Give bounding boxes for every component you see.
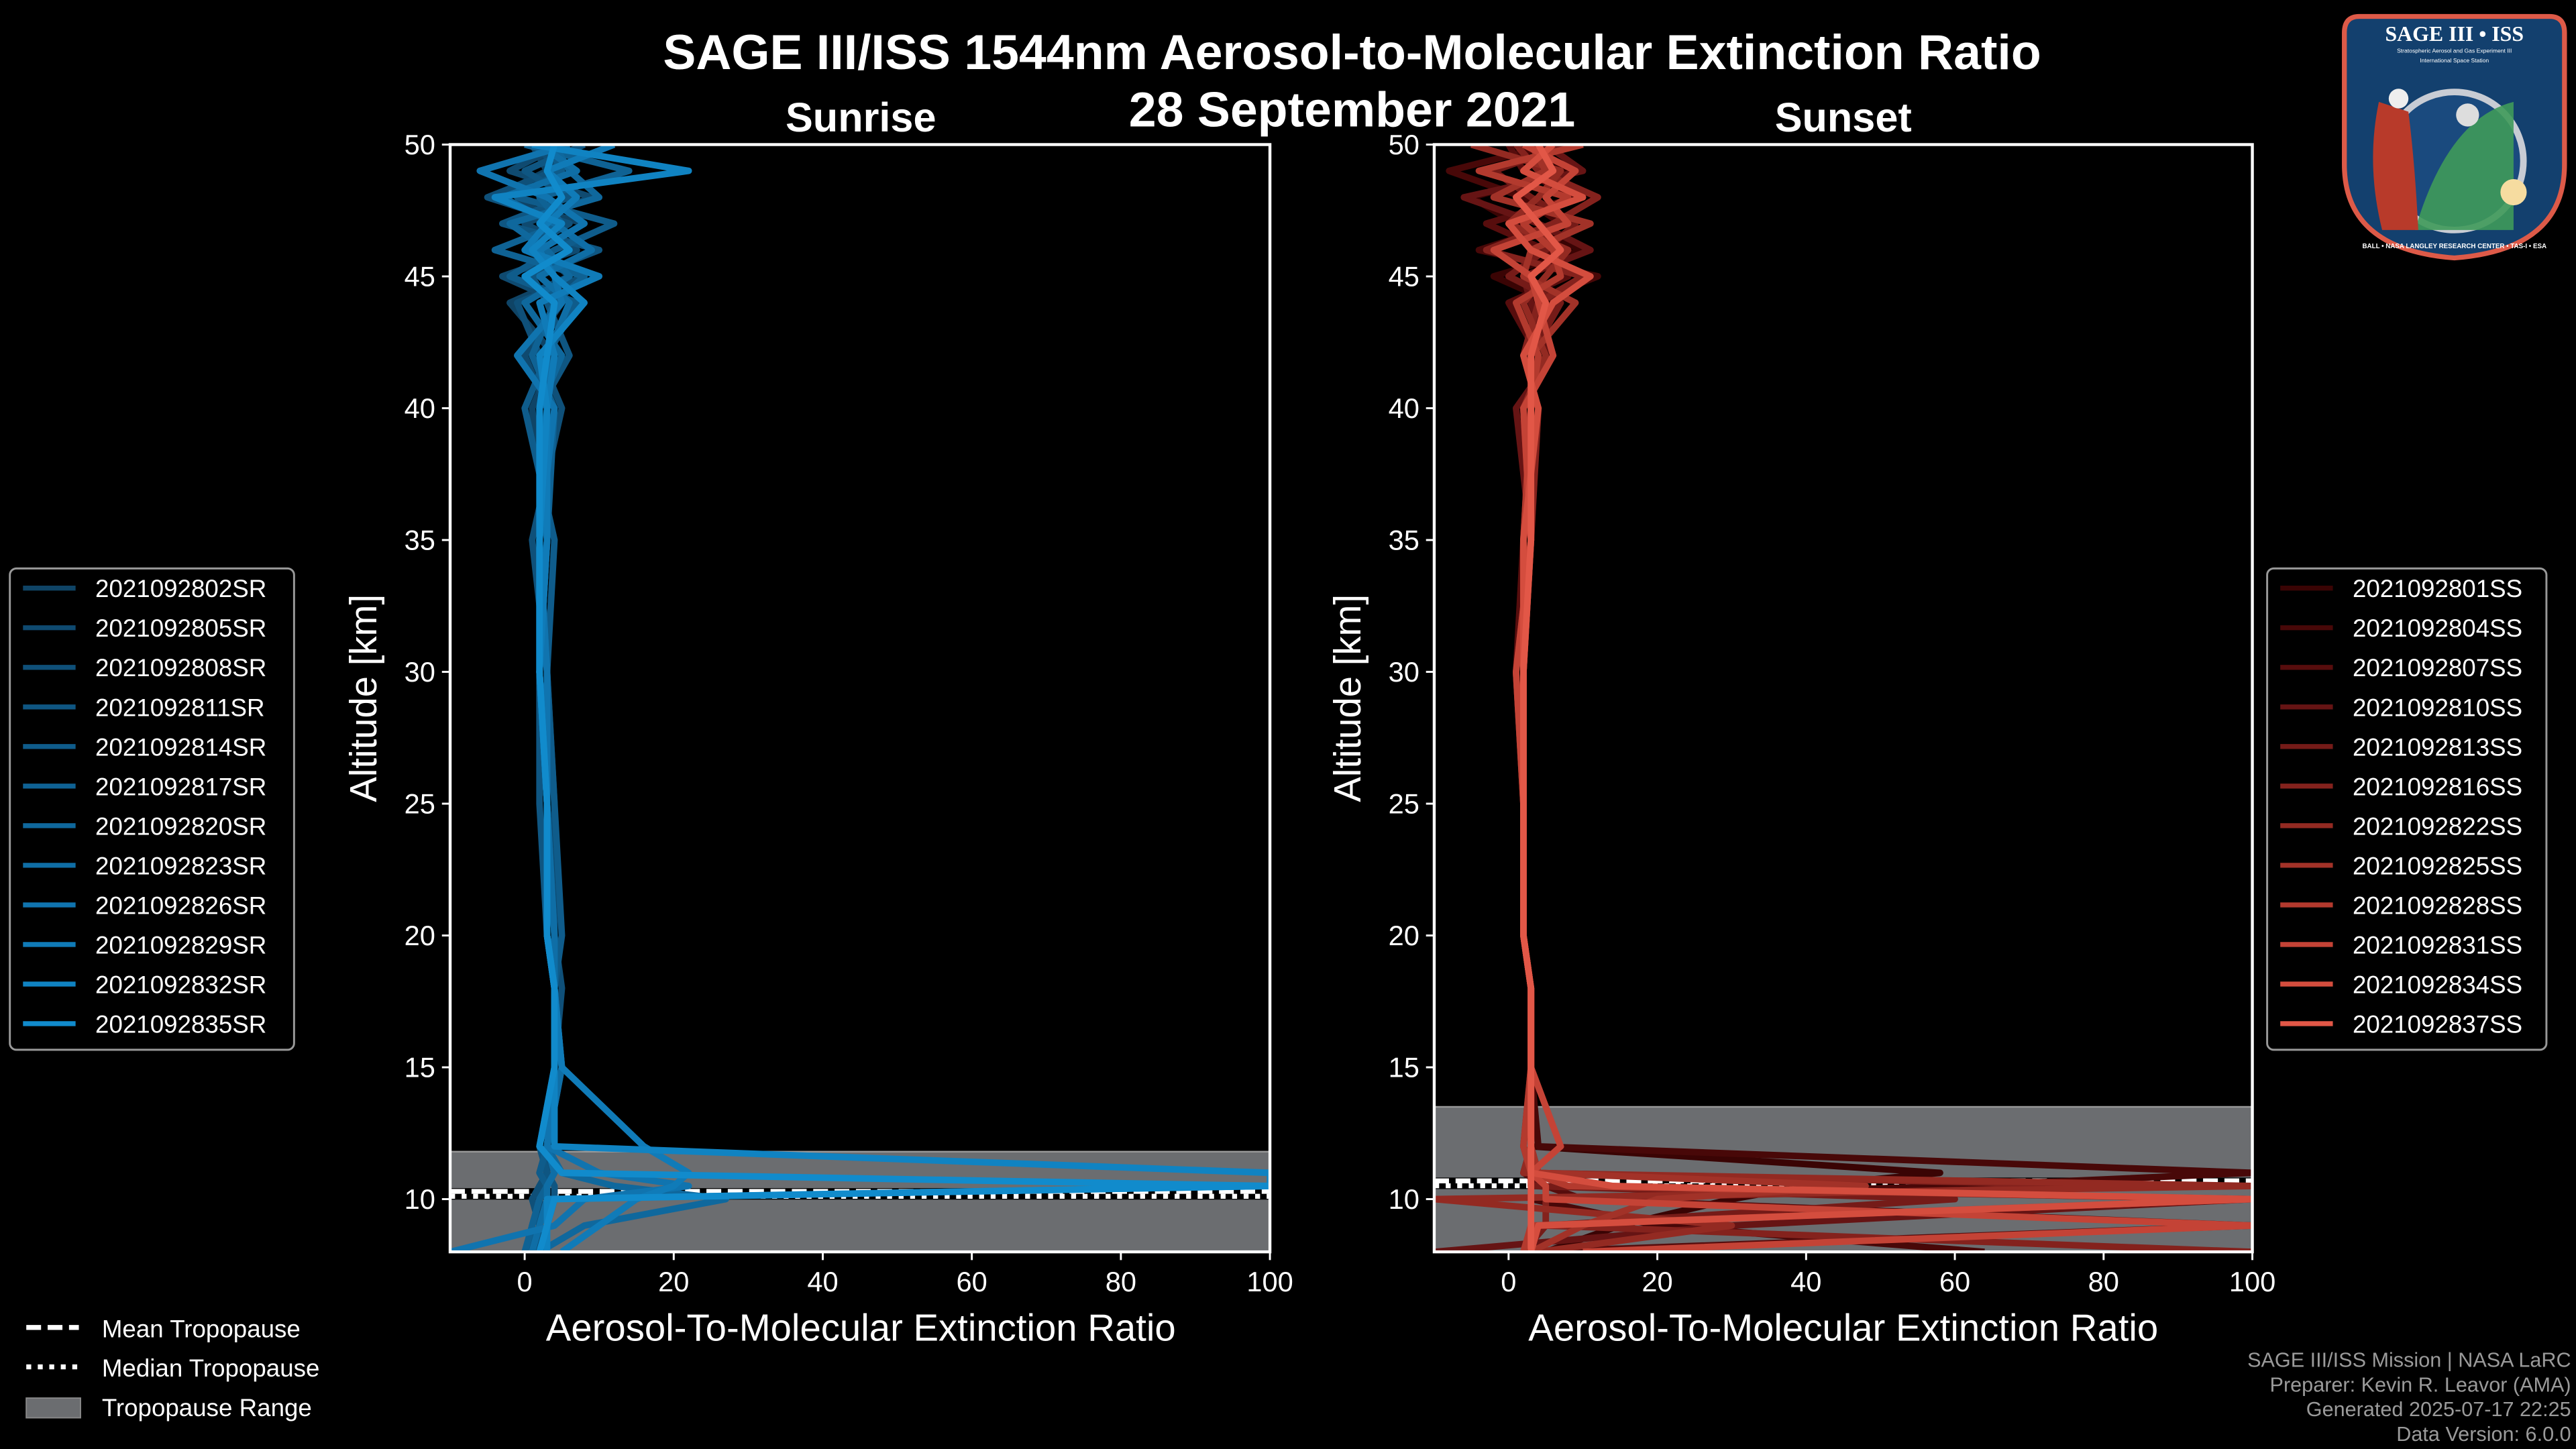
legend-label-2021092835SR: 2021092835SR <box>95 1010 266 1038</box>
x-tick-label: 60 <box>1939 1266 1970 1297</box>
y-tick-label: 20 <box>405 920 435 951</box>
sunrise-plot-area <box>450 144 1271 1252</box>
sunset-plot: 0 20 40 60 80 100 10 15 20 25 30 35 40 45 50 <box>1389 129 2276 1297</box>
legend-label-2021092828SS: 2021092828SS <box>2353 892 2522 919</box>
y-tick-label: 30 <box>1389 656 1419 688</box>
sunrise-plot: 0 20 40 60 80 100 10 15 20 25 30 35 40 45 50 <box>405 129 1293 1297</box>
y-tick-label: 35 <box>1389 525 1419 556</box>
legend-label-2021092822SS: 2021092822SS <box>2353 812 2522 840</box>
x-tick-label: 20 <box>1642 1266 1672 1297</box>
y-tick-label: 15 <box>1389 1052 1419 1083</box>
sunset-x-axis-label: Aerosol-To-Molecular Extinction Ratio <box>1528 1306 2158 1348</box>
logo-text: SAGE III • ISS <box>2385 22 2524 46</box>
tropopause-legend: Mean Tropopause Median Tropopause Tropop… <box>25 1315 320 1421</box>
legend-label-2021092832SR: 2021092832SR <box>95 971 266 998</box>
legend-label-2021092829SR: 2021092829SR <box>95 931 266 959</box>
y-tick-label: 15 <box>405 1052 435 1083</box>
x-tick-label: 40 <box>1790 1266 1821 1297</box>
y-tick-label: 30 <box>405 656 435 688</box>
legend-label-2021092802SR: 2021092802SR <box>95 575 266 602</box>
mean-tropopause-label: Mean Tropopause <box>102 1315 301 1342</box>
y-tick-label: 45 <box>405 261 435 292</box>
legend-label-2021092807SS: 2021092807SS <box>2353 654 2522 682</box>
sunrise-legend: 2021092802SR 2021092805SR 2021092808SR 2021… <box>9 567 295 1051</box>
tropopause-range-label: Tropopause Range <box>102 1394 312 1421</box>
x-tick-label: 0 <box>517 1266 533 1297</box>
legend-label-2021092837SS: 2021092837SS <box>2353 1010 2522 1038</box>
y-tick-label: 40 <box>405 392 435 424</box>
legend-label-2021092810SS: 2021092810SS <box>2353 694 2522 721</box>
legend-label-2021092804SS: 2021092804SS <box>2353 614 2522 642</box>
y-tick-label: 10 <box>1389 1183 1419 1215</box>
legend-label-2021092823SR: 2021092823SR <box>95 852 266 879</box>
sunset-title: Sunset <box>1775 95 1912 140</box>
legend-label-2021092820SR: 2021092820SR <box>95 812 266 840</box>
legend-label-2021092816SS: 2021092816SS <box>2353 773 2522 800</box>
sunrise-x-axis-label: Aerosol-To-Molecular Extinction Ratio <box>546 1306 1176 1348</box>
legend-label-2021092805SR: 2021092805SR <box>95 614 266 642</box>
legend-label-2021092801SS: 2021092801SS <box>2353 575 2522 602</box>
tropopause-range-swatch <box>25 1397 81 1419</box>
x-tick-label: 20 <box>658 1266 689 1297</box>
sunset-axes-frame <box>1432 143 2254 1254</box>
y-tick-label: 25 <box>405 788 435 820</box>
legend-label-2021092826SR: 2021092826SR <box>95 892 266 919</box>
footer-generated: Generated 2025-07-17 22:25 <box>2306 1398 2571 1421</box>
legend-label-2021092814SR: 2021092814SR <box>95 733 266 761</box>
footer-preparer: Preparer: Kevin R. Leavor (AMA) <box>2270 1373 2571 1396</box>
sage-iii-iss-logo: SAGE III • ISS Stratospheric Aerosol and… <box>2342 13 2567 261</box>
sunset-plot-area <box>1434 144 2253 1252</box>
x-tick-label: 100 <box>1246 1266 1293 1297</box>
legend-label-2021092808SR: 2021092808SR <box>95 654 266 682</box>
y-tick-label: 25 <box>1389 788 1419 820</box>
legend-label-2021092811SR: 2021092811SR <box>95 694 265 721</box>
legend-label-2021092825SS: 2021092825SS <box>2353 852 2522 879</box>
logo-subtitle: Stratospheric Aerosol and Gas Experiment… <box>2397 47 2512 54</box>
y-tick-label: 50 <box>1389 129 1419 160</box>
figure-date: 28 September 2021 <box>1129 82 1576 138</box>
logo-ring-text: BALL • NASA LANGLEY RESEARCH CENTER • TA… <box>2362 243 2546 250</box>
logo-subtitle-2: International Space Station <box>2420 57 2489 64</box>
y-tick-label: 40 <box>1389 392 1419 424</box>
series-line-2021092837SS <box>1513 144 1564 1252</box>
sunset-y-axis-label: Altitude [km] <box>1326 594 1368 802</box>
y-tick-label: 20 <box>1389 920 1419 951</box>
x-tick-label: 0 <box>1501 1266 1516 1297</box>
figure-title: SAGE III/ISS 1544nm Aerosol-to-Molecular… <box>663 24 2041 80</box>
median-tropopause-label: Median Tropopause <box>102 1354 320 1382</box>
sunrise-y-axis-label: Altitude [km] <box>342 594 384 802</box>
footer-mission: SAGE III/ISS Mission | NASA LaRC <box>2247 1349 2571 1372</box>
series-line-2021092826SR <box>450 144 692 1252</box>
x-tick-label: 100 <box>2229 1266 2275 1297</box>
y-tick-label: 35 <box>405 525 435 556</box>
x-tick-label: 40 <box>807 1266 838 1297</box>
y-tick-label: 10 <box>405 1183 435 1215</box>
sunrise-axes-frame <box>448 143 1272 1254</box>
legend-label-2021092831SS: 2021092831SS <box>2353 931 2522 959</box>
y-tick-label: 45 <box>1389 261 1419 292</box>
legend-label-2021092817SR: 2021092817SR <box>95 773 266 800</box>
x-tick-label: 60 <box>957 1266 987 1297</box>
x-tick-label: 80 <box>2088 1266 2119 1297</box>
footer: SAGE III/ISS Mission | NASA LaRC Prepare… <box>2247 1349 2571 1446</box>
legend-label-2021092834SS: 2021092834SS <box>2353 971 2522 998</box>
series-line-2021092835SR <box>521 144 1271 1252</box>
sunset-legend: 2021092801SS 2021092804SS 2021092807SS 2021… <box>2266 567 2548 1051</box>
sunrise-title: Sunrise <box>786 95 936 140</box>
footer-version: Data Version: 6.0.0 <box>2396 1423 2571 1446</box>
y-tick-label: 50 <box>405 129 435 160</box>
x-tick-label: 80 <box>1106 1266 1136 1297</box>
legend-label-2021092813SS: 2021092813SS <box>2353 733 2522 761</box>
